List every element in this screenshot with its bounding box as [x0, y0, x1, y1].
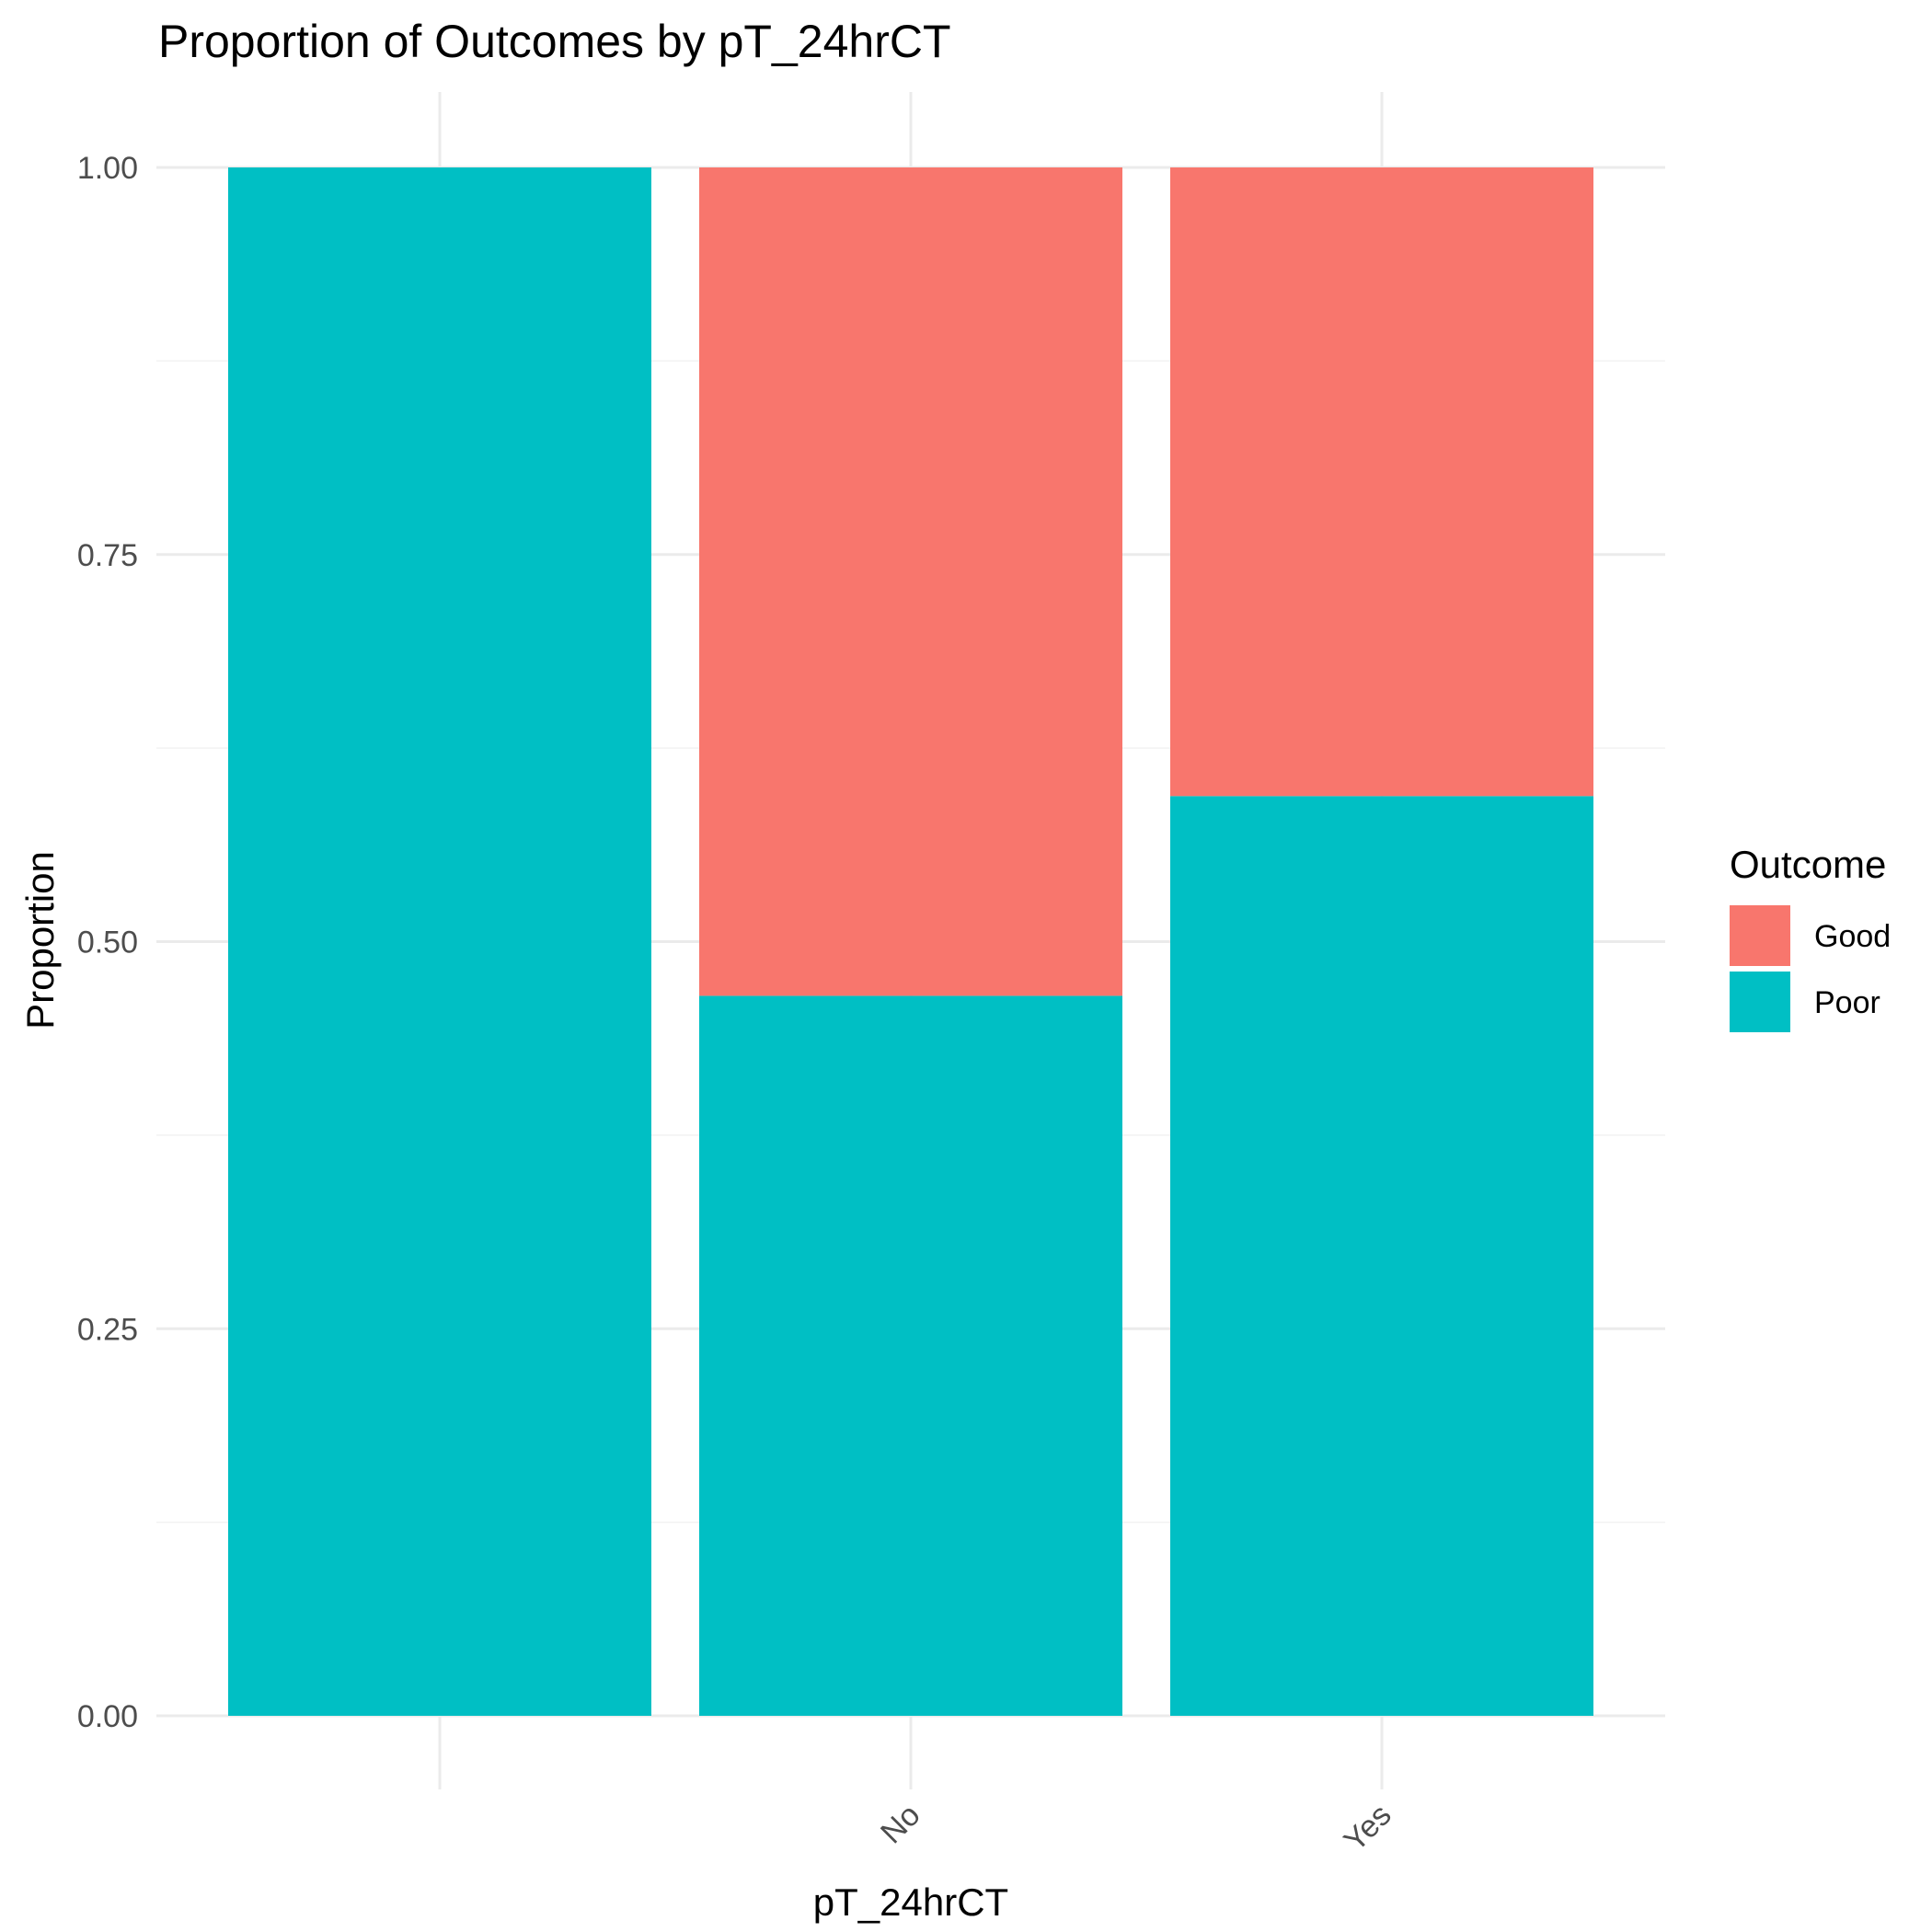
x-tick-label: Yes [1338, 1798, 1398, 1858]
y-tick-label: 0.25 [77, 1312, 138, 1347]
legend-entries: Good Poor [1730, 905, 1891, 1032]
legend-title: Outcome [1730, 843, 1886, 886]
y-axis-ticks: 0.00 0.25 0.50 0.75 1.00 [77, 151, 138, 1734]
y-tick-label: 0.75 [77, 538, 138, 573]
bar-poor [228, 167, 651, 1716]
y-tick-label: 0.00 [77, 1699, 138, 1734]
legend-key-good [1730, 905, 1790, 966]
x-tick-label: No [874, 1798, 927, 1851]
legend-key-poor [1730, 972, 1790, 1032]
chart-title: Proportion of Outcomes by pT_24hrCT [158, 16, 951, 67]
legend: Outcome Good Poor [1730, 843, 1891, 1032]
y-tick-label: 1.00 [77, 151, 138, 186]
bars [228, 167, 1593, 1716]
x-axis-title: pT_24hrCT [813, 1880, 1008, 1924]
bar-good [699, 167, 1122, 996]
legend-label-poor: Poor [1814, 985, 1880, 1020]
bar-good [1170, 167, 1593, 797]
y-tick-label: 0.50 [77, 926, 138, 960]
bar-poor [699, 995, 1122, 1716]
y-axis-title: Proportion [18, 851, 62, 1029]
x-axis-ticks: No Yes [874, 1798, 1398, 1858]
bar-poor [1170, 796, 1593, 1716]
legend-label-good: Good [1814, 919, 1891, 954]
